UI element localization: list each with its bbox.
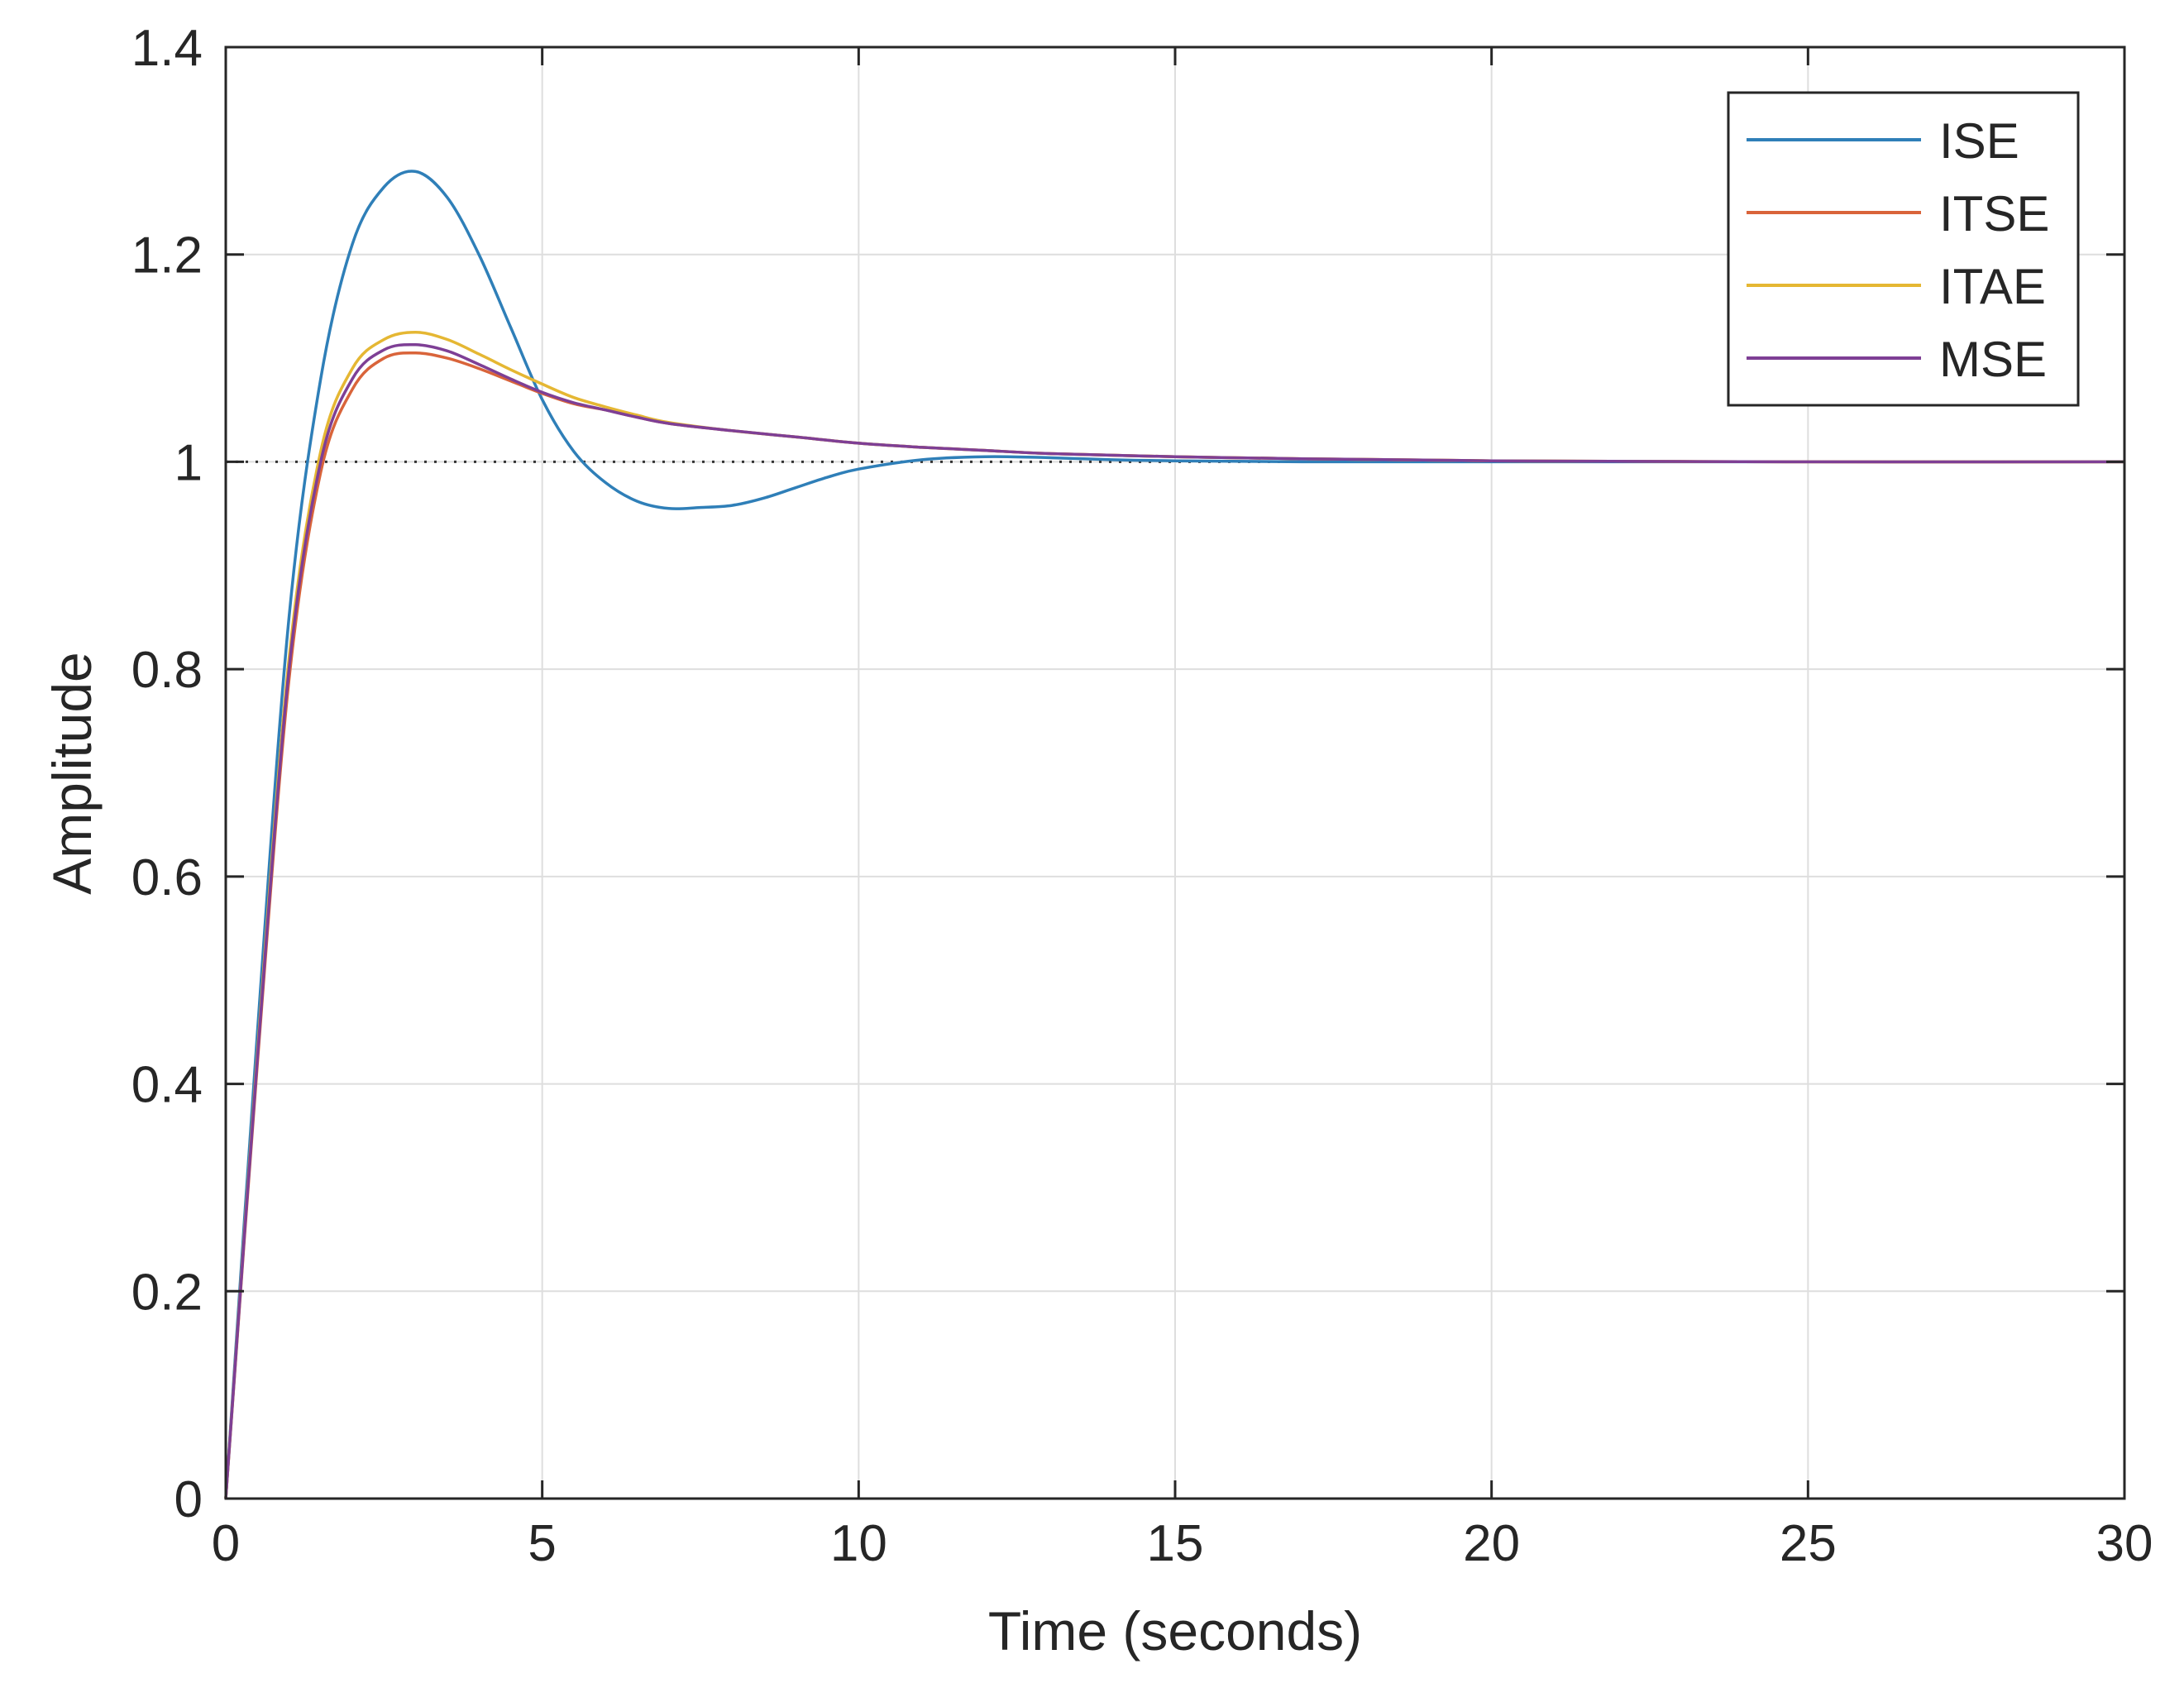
y-tick-label: 1.4 xyxy=(131,20,203,77)
legend-box xyxy=(1727,91,2080,407)
x-axis-label: Time (seconds) xyxy=(988,1600,1362,1661)
y-tick-label: 1.2 xyxy=(131,227,203,284)
y-tick-label: 0.4 xyxy=(131,1057,203,1114)
x-tick-label: 30 xyxy=(2096,1515,2153,1572)
axis-ticks xyxy=(224,45,2126,1500)
y-tick-labels: 0 0.2 0.4 0.6 0.8 1 1.2 1.4 xyxy=(131,20,203,1528)
x-tick-label: 20 xyxy=(1463,1515,1520,1572)
legend-label-mse: MSE xyxy=(1939,332,2047,387)
y-axis-label: Amplitude xyxy=(41,652,103,895)
series-lines xyxy=(224,170,2125,1499)
y-tick-label: 1 xyxy=(174,434,203,491)
x-tick-label: 5 xyxy=(528,1515,556,1572)
x-tick-label: 25 xyxy=(1780,1515,1837,1572)
x-tick-label: 10 xyxy=(830,1515,887,1572)
x-tick-labels: 0 5 10 15 20 25 30 xyxy=(212,1515,2153,1572)
x-tick-label: 0 xyxy=(212,1515,240,1572)
series-line-mse xyxy=(224,342,2125,1499)
legend-label-itae: ITAE xyxy=(1939,259,2046,314)
y-tick-label: 0 xyxy=(174,1471,203,1528)
legend: ISE ITSE ITAE MSE xyxy=(1727,91,2080,407)
legend-label-ise: ISE xyxy=(1939,113,2019,169)
series-line-ise xyxy=(224,170,2124,1499)
legend-label-itse: ITSE xyxy=(1939,186,2049,241)
x-tick-label: 15 xyxy=(1147,1515,1204,1572)
y-tick-label: 0.2 xyxy=(131,1264,203,1321)
y-tick-label: 0.8 xyxy=(131,642,203,699)
y-tick-label: 0.6 xyxy=(131,849,203,906)
